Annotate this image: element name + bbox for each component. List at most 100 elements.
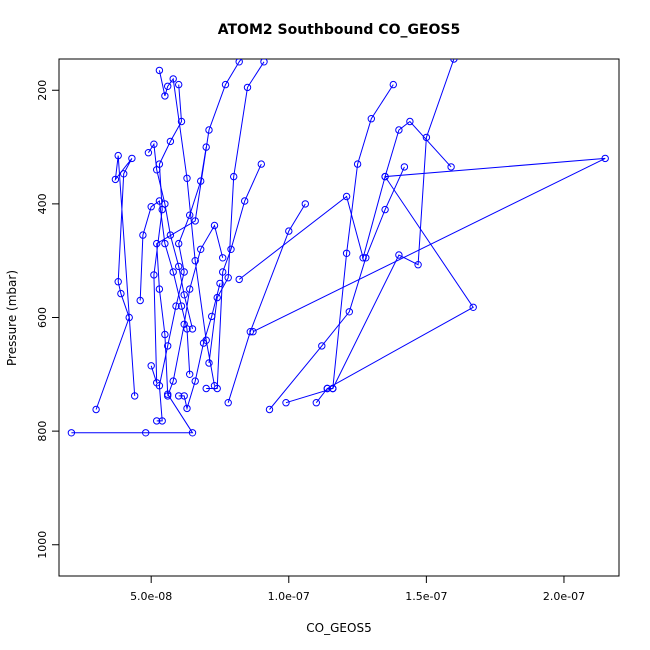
data-point [147,203,155,211]
data-point [175,262,183,271]
data-point [285,227,293,235]
y-tick-label: 600 [36,307,49,328]
series-line [156,147,207,422]
data-point [213,293,221,302]
data-point [422,133,431,142]
data-point [175,80,183,89]
data-point [166,231,175,239]
data-point [186,370,194,378]
series-line [178,283,221,411]
data-point [257,160,265,168]
data-point [92,405,100,414]
data-point [202,384,210,393]
y-tick-label: 400 [36,193,49,214]
x-axis: 5.0e-08 1.0e-07 1.5e-07 2.0e-07 [130,575,585,603]
data-point [180,320,188,328]
data-point [144,149,153,157]
data-point [161,200,169,208]
data-point [235,275,243,284]
data-point [169,75,177,83]
data-point [155,197,164,205]
data-point [180,268,188,276]
data-point [381,205,389,214]
data-point [235,59,243,66]
data-point [406,117,414,126]
data-point [161,239,169,248]
data-point [342,249,351,258]
data-point [128,154,136,163]
data-point [158,417,166,425]
data-point [175,392,183,400]
series-line [227,203,306,403]
data-point [186,211,194,219]
data-point [161,92,169,100]
data-point [67,429,76,437]
data-point [150,271,158,279]
data-point [114,151,122,160]
data-point [414,261,422,269]
data-point [164,342,172,350]
data-point [191,257,199,265]
data-point [131,392,139,400]
data-point [197,177,205,185]
data-point [395,251,403,259]
data-point [169,377,177,385]
x-axis-label: CO_GEOS5 [306,621,371,635]
series-line [208,61,265,364]
data-point [114,278,122,286]
data-point [219,268,227,276]
data-point [221,80,230,89]
data-point [205,359,213,367]
data-point [125,313,133,322]
series-line [150,84,183,383]
series-line [71,59,242,434]
data-point [282,399,290,407]
data-point [169,268,177,276]
data-point [142,429,150,437]
data-point [180,392,188,400]
y-tick-label: 800 [36,421,49,442]
data-point [202,143,210,151]
data-point [164,392,172,400]
x-tick-label: 2.0e-07 [543,590,585,603]
data-point [153,166,161,174]
data-point [342,192,351,201]
data-point [213,384,221,393]
data-point [318,342,326,350]
data-point [197,245,205,254]
data-point [210,221,219,230]
data-point [205,126,213,134]
data-point [153,417,161,425]
data-point [155,66,164,75]
data-point [400,163,409,171]
data-point [216,279,224,288]
data-point [153,239,161,248]
y-axis: 200 400 600 800 1000 [36,80,59,559]
data-point [241,197,249,205]
data-point [447,163,455,171]
x-tick-label: 1.5e-07 [405,590,447,603]
series-line [95,155,136,410]
data-point [139,231,147,239]
data-point [117,289,125,298]
y-axis-label: Pressure (mbar) [5,270,19,366]
data-point [219,254,227,262]
data-point [111,175,120,184]
x-tick-label: 1.0e-07 [268,590,310,603]
data-point [177,302,186,310]
series-line [269,166,405,410]
chart-title: ATOM2 Southbound CO_GEOS5 [218,22,461,38]
data-point [191,377,199,385]
data-point [244,47,250,53]
data-point [199,339,208,347]
data-point [161,330,169,339]
data-point [345,308,353,316]
data-point [265,405,274,414]
series-line [167,224,224,397]
data-point [359,254,367,262]
data-point [147,362,155,370]
data-point [243,83,252,92]
data-point [177,117,186,126]
data-point [150,140,158,148]
